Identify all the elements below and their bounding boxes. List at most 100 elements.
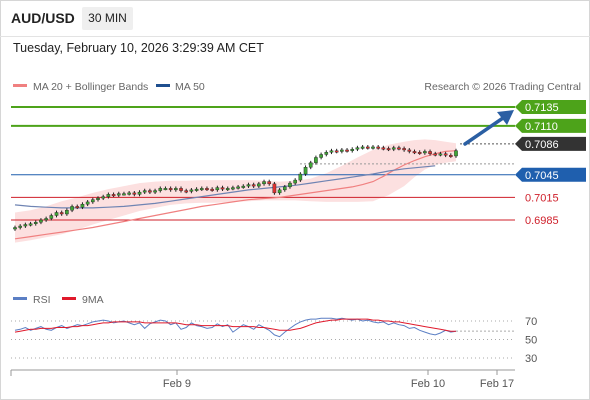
candle-body xyxy=(184,190,189,193)
candle xyxy=(402,146,406,152)
candle-body xyxy=(360,146,365,149)
candle-body xyxy=(454,150,458,157)
candle-body xyxy=(33,222,38,224)
candle-body xyxy=(153,190,157,193)
price-tag-0-7135: 0.7135 xyxy=(515,100,586,114)
candle xyxy=(350,147,355,153)
candle-body xyxy=(376,146,380,149)
price-tag-box xyxy=(515,136,586,151)
candle xyxy=(293,178,297,185)
candle-body xyxy=(319,154,323,158)
candle-body xyxy=(163,188,168,191)
price-tag-box xyxy=(515,167,586,182)
candle xyxy=(44,216,48,222)
timeframe-button[interactable]: 30 MIN xyxy=(82,7,133,30)
candle-body xyxy=(412,151,417,154)
candle-body xyxy=(137,191,142,195)
candle-body xyxy=(158,188,163,191)
ma50-legend-label: MA 50 xyxy=(175,81,205,93)
candle xyxy=(236,184,240,190)
ma9-legend-label: 9MA xyxy=(82,294,104,306)
candle xyxy=(194,187,199,192)
rsi-lines xyxy=(14,317,515,338)
candle-body xyxy=(241,185,246,188)
candle xyxy=(199,186,204,191)
ma20-legend-swatch xyxy=(13,84,27,87)
candle-body xyxy=(257,183,261,187)
candle-body xyxy=(314,157,318,163)
candle-body xyxy=(246,184,251,187)
candle xyxy=(355,145,360,152)
price-tag-0-7045: 0.7045 xyxy=(515,167,586,182)
candle xyxy=(179,186,183,193)
candle xyxy=(319,152,323,160)
header-divider xyxy=(0,36,590,37)
candle xyxy=(308,160,313,170)
candle xyxy=(91,197,95,204)
candle xyxy=(85,200,90,207)
candle xyxy=(137,190,142,197)
candle xyxy=(397,145,401,151)
candle-body xyxy=(386,148,391,151)
symbol-title: AUD/USD xyxy=(11,10,75,26)
candle xyxy=(39,218,43,225)
candle xyxy=(13,225,17,231)
bollinger-band-area xyxy=(15,139,456,243)
candle xyxy=(59,210,64,216)
candle xyxy=(70,204,74,213)
candle xyxy=(132,190,137,197)
candle xyxy=(28,221,33,227)
candle xyxy=(366,145,370,150)
candle xyxy=(163,186,168,191)
candle xyxy=(345,148,349,153)
candle-body xyxy=(262,181,266,185)
ma9-legend-swatch xyxy=(62,297,76,300)
candle xyxy=(174,186,178,192)
candle xyxy=(438,151,443,157)
candle-body xyxy=(199,188,204,191)
candle xyxy=(18,224,22,230)
candle xyxy=(329,148,334,155)
candle-body xyxy=(251,184,256,187)
candle-body xyxy=(194,188,199,191)
candle xyxy=(391,145,396,152)
candle-body xyxy=(85,201,90,205)
candle xyxy=(443,151,448,158)
candle xyxy=(54,210,59,218)
candle-body xyxy=(28,223,33,226)
candle-body xyxy=(44,218,48,221)
candle-body xyxy=(428,151,432,154)
x-tick-label: Feb 9 xyxy=(163,378,191,390)
price-levels xyxy=(11,106,515,221)
candle-body xyxy=(282,186,287,191)
ma50-line xyxy=(14,165,436,209)
price-tag-0-7086: 0.7086 xyxy=(515,136,586,151)
x-tick-label: Feb 17 xyxy=(480,378,514,390)
price-tag-box xyxy=(515,118,586,133)
candle-body xyxy=(101,196,105,199)
candle-body xyxy=(65,210,69,215)
price-tag-label: 0.7135 xyxy=(525,102,559,114)
rsi-gridlines: 70 50 30 xyxy=(11,316,537,365)
price-tag-0-7110: 0.7110 xyxy=(515,118,586,133)
candle xyxy=(407,148,412,154)
candle-body xyxy=(288,182,292,188)
candle-body xyxy=(298,173,303,181)
candle-body xyxy=(350,148,355,151)
candle xyxy=(246,182,251,188)
candle xyxy=(148,188,152,195)
research-credit: Research © 2026 Trading Central xyxy=(424,81,581,93)
candle-body xyxy=(267,181,272,185)
candle xyxy=(49,213,54,221)
candle-body xyxy=(205,188,209,191)
candle-body xyxy=(215,187,220,191)
candle-body xyxy=(293,179,297,184)
ma50-legend-swatch xyxy=(156,84,170,87)
price-tag-box xyxy=(515,100,586,114)
candle-body xyxy=(355,147,360,150)
candle xyxy=(277,187,282,195)
candle xyxy=(215,185,220,192)
candle-body xyxy=(80,203,85,208)
candle xyxy=(158,186,163,193)
